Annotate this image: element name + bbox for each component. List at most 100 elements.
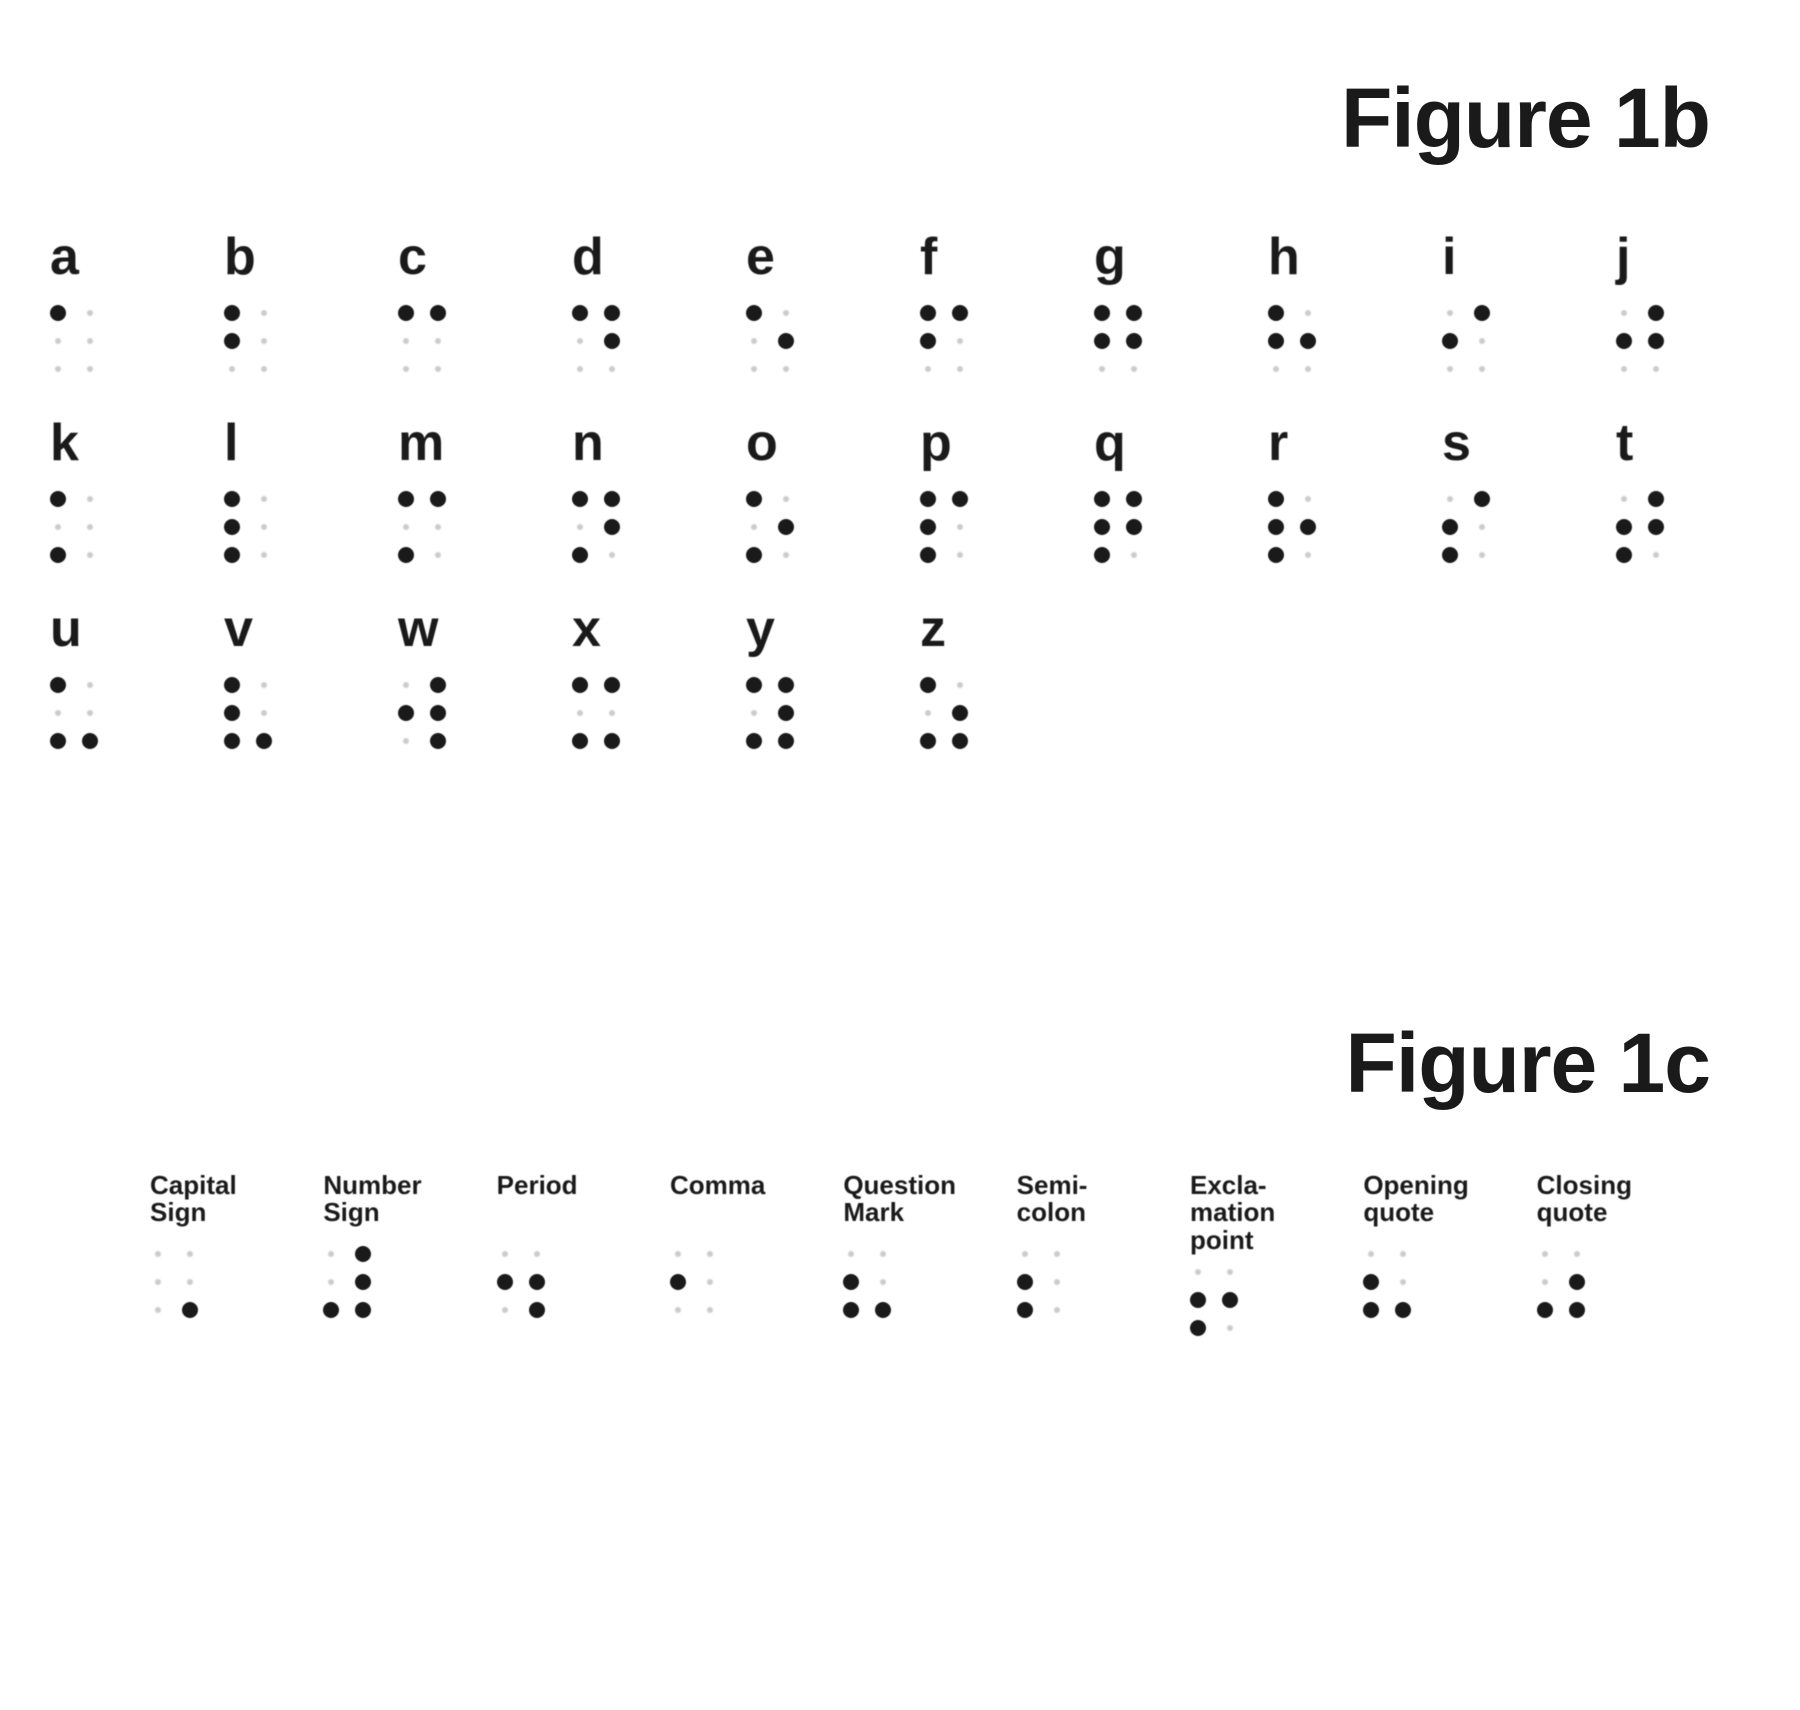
braille-letter-cell: o — [726, 413, 900, 569]
braille-dot-raised — [430, 733, 446, 749]
braille-dot-raised — [1094, 519, 1110, 535]
alphabet-row: klmnopqrst — [30, 413, 1770, 569]
alphabet-row: uvwxyz — [30, 599, 1770, 755]
braille-dot-flat — [155, 1279, 161, 1285]
braille-cell — [1616, 491, 1670, 569]
braille-dot-raised — [1190, 1292, 1206, 1308]
braille-dot-flat — [577, 366, 583, 372]
braille-dot-flat — [957, 682, 963, 688]
braille-dot-flat — [609, 710, 615, 716]
braille-dot-flat — [1227, 1325, 1233, 1331]
letter-label: y — [746, 599, 775, 659]
braille-dot-flat — [707, 1251, 713, 1257]
braille-dot-raised — [746, 491, 762, 507]
letter-label: z — [920, 599, 946, 659]
braille-dot-flat — [435, 366, 441, 372]
braille-cell — [1017, 1246, 1071, 1324]
braille-letter-cell: e — [726, 227, 900, 383]
braille-dot-flat — [783, 496, 789, 502]
braille-dot-raised — [1395, 1302, 1411, 1318]
braille-dot-raised — [1363, 1302, 1379, 1318]
braille-dot-flat — [435, 524, 441, 530]
braille-dot-flat — [1479, 366, 1485, 372]
braille-dot-flat — [1653, 552, 1659, 558]
braille-cell — [398, 305, 452, 383]
braille-cell — [50, 491, 104, 569]
braille-dot-raised — [529, 1274, 545, 1290]
braille-dot-raised — [778, 519, 794, 535]
braille-dot-flat — [957, 552, 963, 558]
braille-dot-flat — [751, 338, 757, 344]
punct-label: Capital Sign — [150, 1172, 237, 1236]
braille-dot-flat — [55, 338, 61, 344]
braille-dot-raised — [398, 547, 414, 563]
braille-dot-flat — [1305, 496, 1311, 502]
braille-cell — [1616, 305, 1670, 383]
braille-dot-raised — [1363, 1274, 1379, 1290]
braille-dot-raised — [430, 677, 446, 693]
letter-label: a — [50, 227, 79, 287]
braille-punct-cell: Comma — [670, 1172, 843, 1342]
braille-dot-raised — [778, 677, 794, 693]
braille-cell — [224, 491, 278, 569]
braille-dot-raised — [920, 519, 936, 535]
braille-letter-cell — [1248, 599, 1422, 755]
braille-dot-flat — [87, 366, 93, 372]
figure-1b-title: Figure 1b — [30, 70, 1710, 167]
braille-dot-flat — [577, 524, 583, 530]
braille-cell — [670, 1246, 724, 1324]
braille-dot-flat — [675, 1307, 681, 1313]
braille-dot-flat — [751, 524, 757, 530]
braille-letter-cell: h — [1248, 227, 1422, 383]
figure-1b-grid: abcdefghijklmnopqrstuvwxyz — [30, 227, 1770, 755]
braille-dot-raised — [1268, 305, 1284, 321]
braille-dot-raised — [952, 305, 968, 321]
braille-dot-raised — [604, 677, 620, 693]
braille-letter-cell: n — [552, 413, 726, 569]
braille-cell — [1537, 1246, 1591, 1324]
letter-label: w — [398, 599, 438, 659]
braille-dot-raised — [920, 491, 936, 507]
braille-punct-cell: Opening quote — [1363, 1172, 1536, 1342]
letter-label: v — [224, 599, 253, 659]
braille-cell — [398, 491, 452, 569]
braille-dot-flat — [55, 524, 61, 530]
braille-dot-raised — [224, 677, 240, 693]
braille-letter-cell: w — [378, 599, 552, 755]
braille-dot-flat — [1479, 524, 1485, 530]
braille-letter-cell: g — [1074, 227, 1248, 383]
braille-dot-raised — [920, 333, 936, 349]
braille-dot-flat — [1099, 366, 1105, 372]
braille-dot-flat — [1621, 496, 1627, 502]
punct-label: Question Mark — [843, 1172, 956, 1236]
braille-dot-raised — [430, 705, 446, 721]
braille-dot-raised — [1126, 519, 1142, 535]
braille-dot-flat — [261, 338, 267, 344]
braille-letter-cell: s — [1422, 413, 1596, 569]
letter-label: o — [746, 413, 778, 473]
braille-dot-flat — [751, 710, 757, 716]
braille-dot-flat — [403, 524, 409, 530]
punct-label: Period — [497, 1172, 578, 1236]
braille-dot-raised — [604, 733, 620, 749]
braille-dot-flat — [577, 710, 583, 716]
braille-dot-raised — [182, 1302, 198, 1318]
braille-dot-flat — [403, 738, 409, 744]
braille-letter-cell — [1422, 599, 1596, 755]
braille-dot-flat — [55, 710, 61, 716]
braille-letter-cell: u — [30, 599, 204, 755]
braille-punct-cell: Capital Sign — [150, 1172, 323, 1342]
braille-dot-raised — [572, 733, 588, 749]
braille-dot-raised — [1569, 1302, 1585, 1318]
braille-dot-flat — [783, 366, 789, 372]
braille-cell — [746, 305, 800, 383]
braille-dot-flat — [1542, 1251, 1548, 1257]
braille-dot-raised — [843, 1302, 859, 1318]
braille-dot-raised — [430, 305, 446, 321]
braille-cell — [1442, 491, 1496, 569]
braille-dot-raised — [1190, 1320, 1206, 1336]
braille-punct-cell: Closing quote — [1537, 1172, 1710, 1342]
braille-dot-raised — [1616, 333, 1632, 349]
letter-label: m — [398, 413, 444, 473]
braille-dot-raised — [746, 677, 762, 693]
